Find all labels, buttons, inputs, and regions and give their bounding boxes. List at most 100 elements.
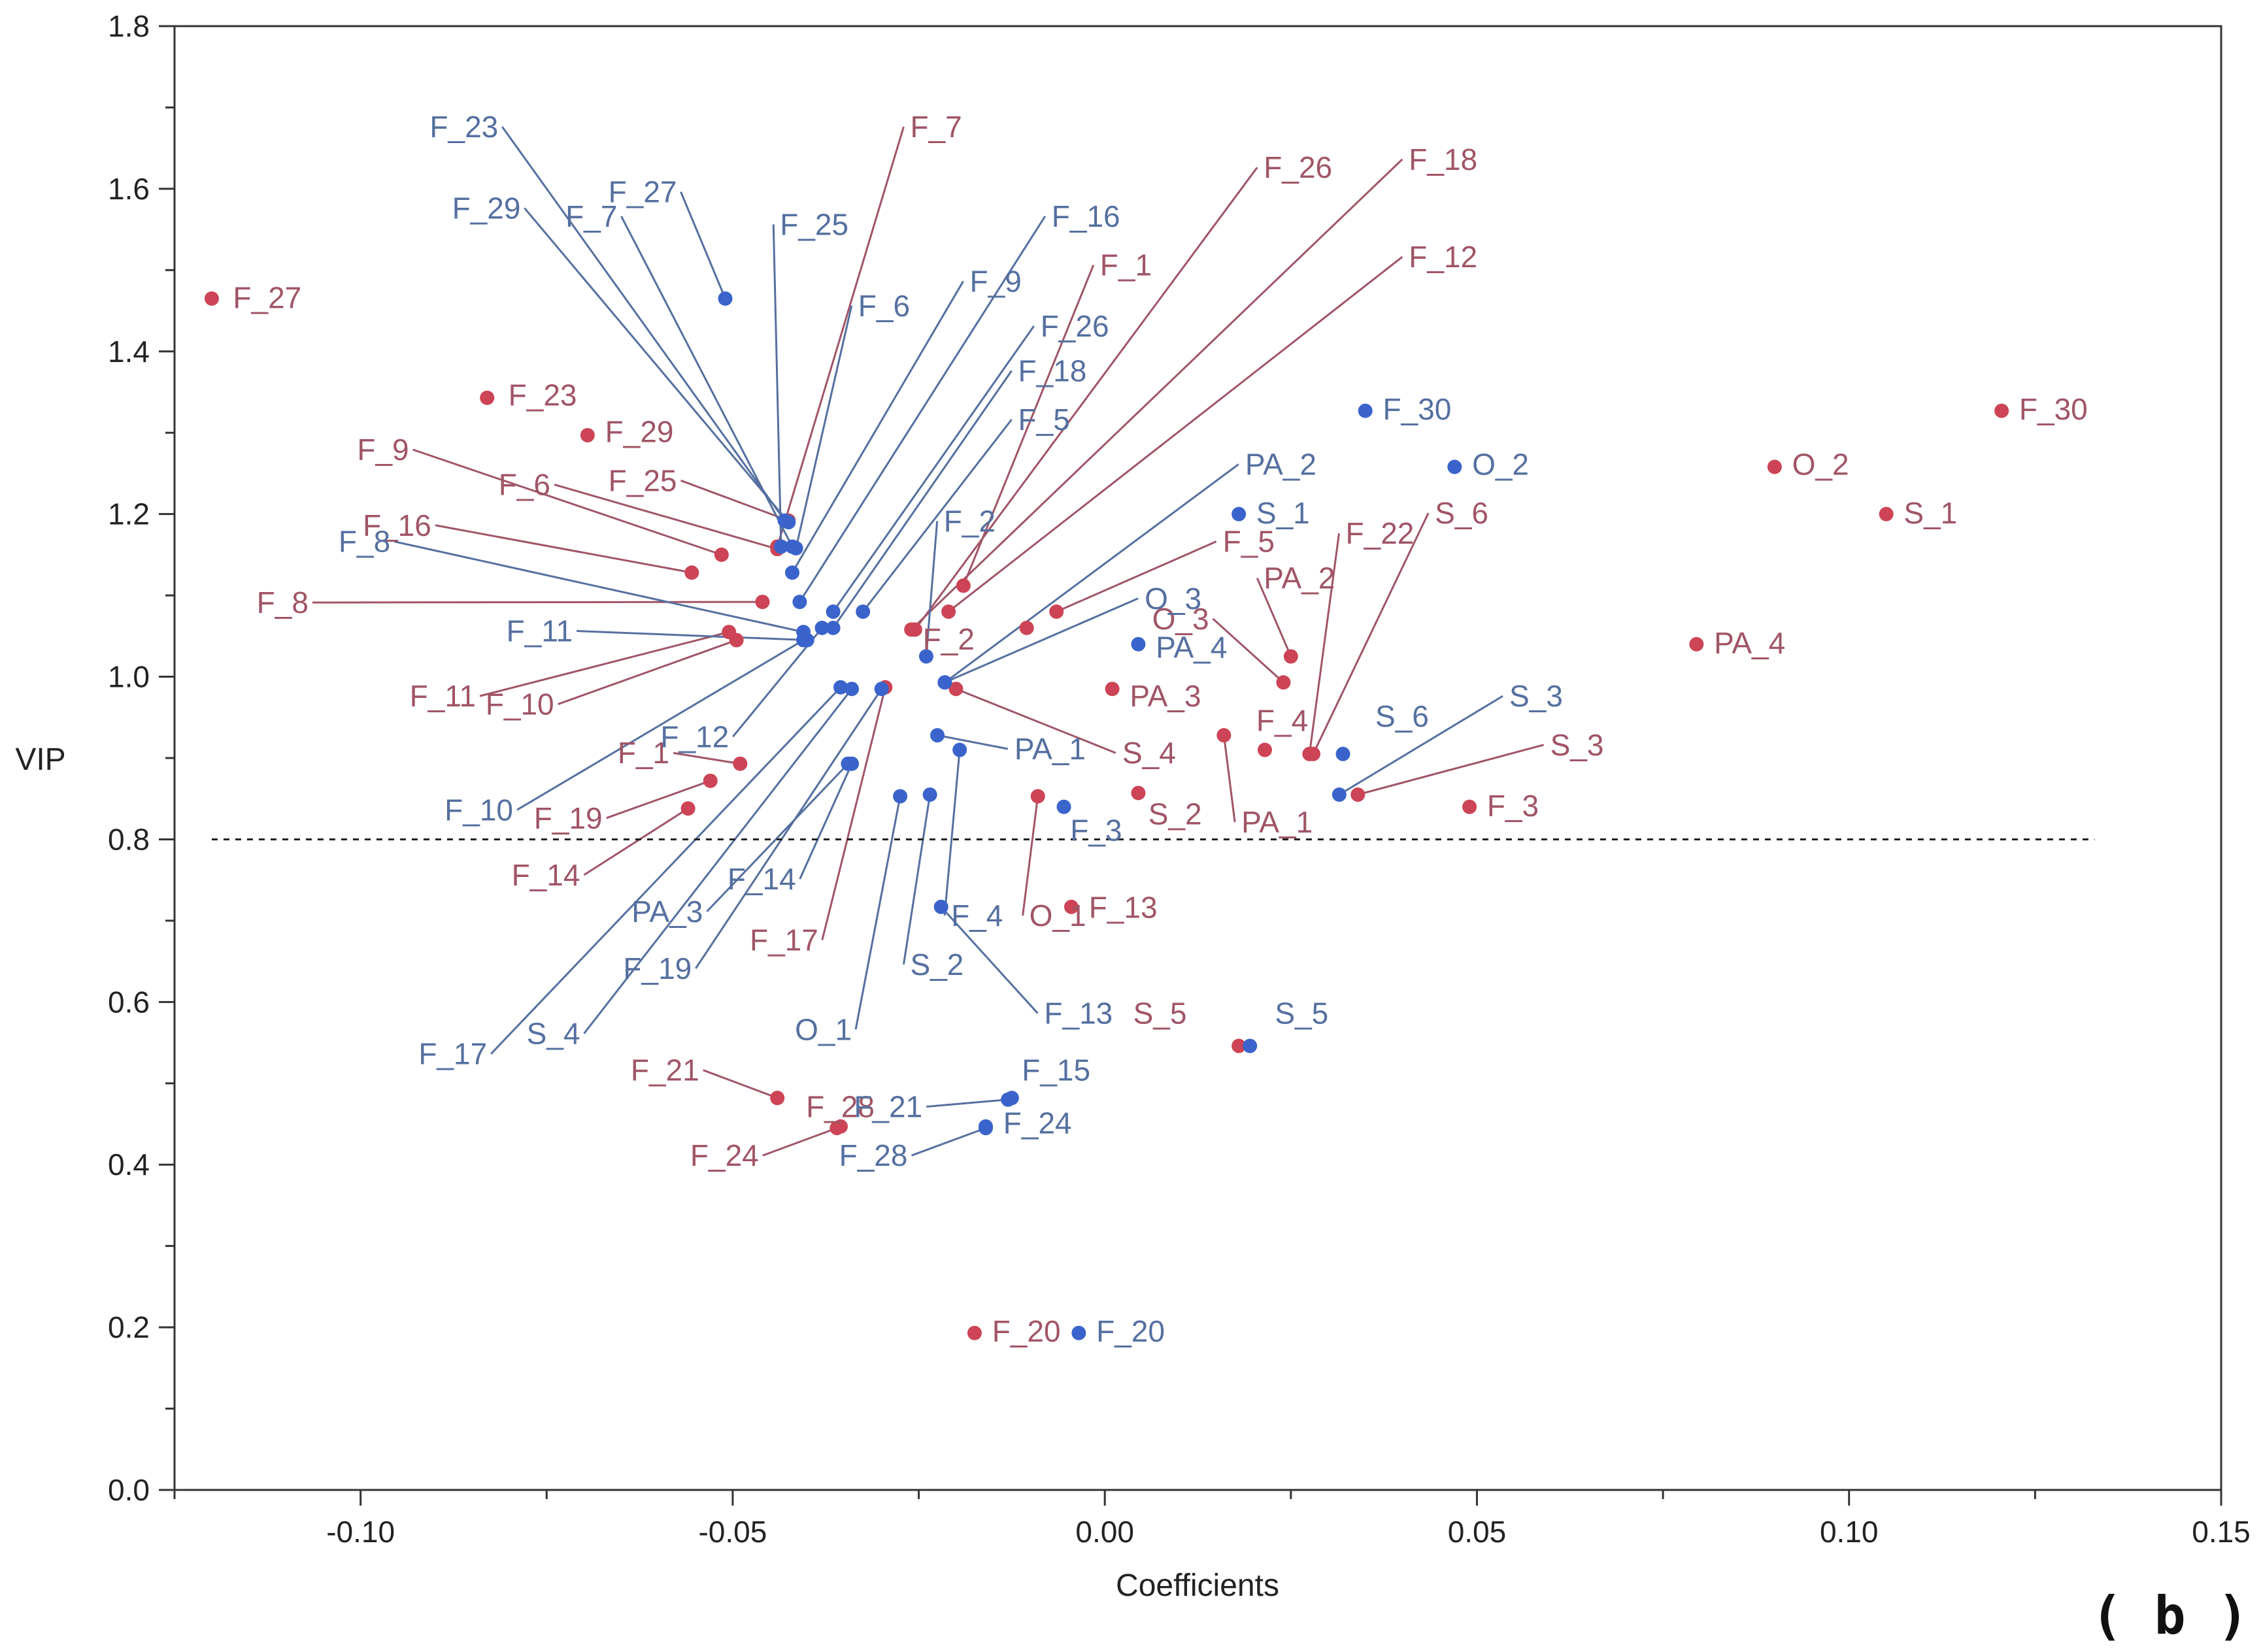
point-label-blue: F_16: [1052, 199, 1120, 233]
label-leader-line: [558, 639, 737, 705]
data-point-blue: [1358, 403, 1373, 418]
point-label-blue: S_3: [1509, 679, 1563, 713]
point-label-blue: F_5: [1018, 403, 1070, 437]
x-axis-label: Coefficients: [1116, 1568, 1279, 1603]
point-label-red: F_11: [410, 679, 476, 713]
point-label-red: F_13: [1089, 891, 1158, 925]
point-label-red: S_5: [1133, 996, 1187, 1030]
point-label-red: O_2: [1792, 447, 1849, 481]
label-leader-line: [1022, 796, 1039, 916]
point-label-red: F_4: [1256, 703, 1308, 737]
label-leader-line: [791, 280, 964, 574]
point-label-blue: PA_3: [631, 895, 703, 929]
data-point-blue: [1243, 1038, 1258, 1053]
point-label-red: S_4: [1122, 736, 1176, 770]
data-point-red: [1049, 604, 1064, 619]
panel-label: ( b ): [2091, 1585, 2249, 1646]
data-point-red: [1767, 459, 1782, 474]
label-leader-line: [583, 807, 689, 876]
point-label-blue: F_29: [452, 191, 521, 225]
data-point-blue: [893, 789, 908, 804]
point-label-blue: F_6: [858, 289, 910, 323]
data-point-red: [1462, 799, 1477, 814]
data-point-blue: [784, 565, 799, 580]
point-label-blue: F_11: [507, 614, 573, 648]
data-point-red: [714, 547, 729, 562]
point-label-blue: F_25: [780, 207, 848, 241]
label-leader-line: [772, 224, 782, 547]
label-leader-line: [914, 167, 1258, 631]
point-label-blue: S_4: [527, 1017, 580, 1051]
label-leader-line: [832, 325, 1035, 612]
x-tick-label: 0.10: [1820, 1515, 1879, 1549]
point-label-red: S_6: [1435, 496, 1488, 530]
y-tick-label: 1.2: [108, 497, 150, 531]
data-point-red: [1276, 675, 1291, 690]
data-point-blue: [1335, 746, 1350, 761]
data-point-blue: [826, 604, 841, 619]
label-leader-line: [501, 126, 786, 521]
data-point-red: [1283, 649, 1298, 664]
point-label-red: F_20: [992, 1314, 1061, 1348]
data-point-red: [1030, 789, 1045, 804]
point-label-blue: F_20: [1096, 1314, 1165, 1348]
leader-lines: [312, 126, 1545, 1157]
label-leader-line: [911, 1127, 986, 1157]
point-label-red: F_7: [910, 110, 962, 144]
label-leader-line: [479, 631, 729, 697]
x-tick-label: 0.05: [1448, 1515, 1507, 1549]
point-label-blue: PA_2: [1245, 447, 1316, 481]
point-labels: F_27F_23F_29F_9F_6 F_25F_16F_8F_11 F_10F_1…: [233, 110, 2087, 1348]
data-point-blue: [718, 291, 733, 306]
point-label-red: F_19: [534, 801, 603, 835]
label-leader-line: [799, 763, 853, 880]
data-point-blue: [922, 787, 937, 802]
data-point-red: [1879, 506, 1894, 521]
label-leader-line: [1308, 533, 1341, 754]
label-leader-line: [799, 216, 1047, 603]
data-point-red: [1131, 785, 1146, 801]
label-leader-line: [832, 370, 1013, 629]
label-leader-line: [394, 540, 804, 633]
data-point-red: [729, 633, 744, 648]
data-point-blue: [826, 620, 841, 635]
point-label-red: PA_4: [1714, 626, 1785, 660]
point-label-red: F_1: [1100, 248, 1152, 282]
point-label-blue: F_28: [839, 1138, 908, 1172]
point-label-red: F_8: [257, 586, 309, 620]
point-label-blue: F_13: [1044, 996, 1113, 1030]
data-point-red: [1305, 746, 1320, 761]
label-leader-line: [911, 158, 1403, 631]
label-leader-line: [944, 463, 1239, 684]
label-leader-line: [762, 1127, 837, 1157]
label-leader-line: [1357, 744, 1545, 796]
point-label-red: F_25: [609, 463, 677, 497]
y-tick-label: 0.0: [108, 1473, 150, 1507]
data-point-red: [1994, 403, 2009, 418]
label-leader-line: [902, 794, 931, 965]
point-label-blue: O_1: [795, 1012, 852, 1046]
data-point-red: [480, 390, 495, 405]
label-leader-line: [554, 484, 778, 550]
data-point-red: [956, 578, 971, 593]
label-leader-line: [695, 688, 882, 969]
point-label-blue: F_7: [565, 199, 617, 233]
data-point-red: [703, 773, 718, 788]
data-point-red: [1019, 620, 1034, 635]
point-label-blue: PA_1: [1014, 732, 1086, 766]
data-point-blue: [781, 515, 796, 530]
data-point-blue: [952, 742, 967, 757]
data-point-red: [1350, 787, 1366, 802]
data-point-blue: [814, 620, 830, 635]
point-label-red: S_2: [1148, 797, 1202, 831]
point-label-red: F_17: [750, 923, 818, 957]
data-point-red: [684, 565, 699, 580]
point-label-blue: F_12: [660, 719, 729, 753]
label-leader-line: [524, 207, 790, 523]
data-point-red: [1216, 728, 1232, 743]
label-leader-line: [435, 524, 692, 574]
point-label-red: F_30: [2019, 392, 2088, 426]
data-point-red: [1105, 682, 1120, 697]
point-label-red: F_28: [806, 1090, 875, 1124]
label-leader-line: [680, 191, 726, 299]
